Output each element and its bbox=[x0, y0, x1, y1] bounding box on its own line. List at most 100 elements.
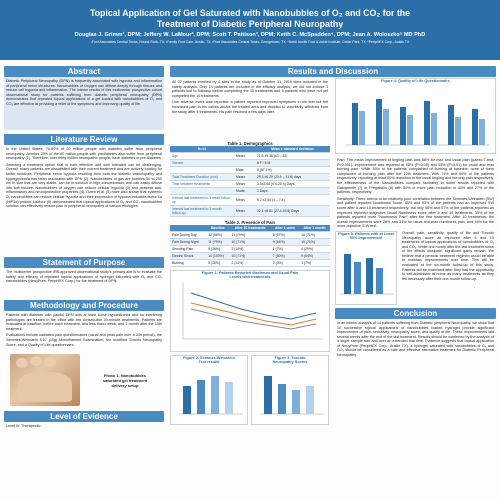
figure1: Figure 1: Patients Reported Maximum and … bbox=[170, 270, 330, 352]
photo-caption-line: delivery setup bbox=[111, 382, 139, 388]
bar bbox=[183, 386, 191, 414]
table-row: Mode: 2 Days bbox=[170, 187, 330, 195]
table-cell: 0 (0%) bbox=[270, 259, 300, 267]
table-cell: Mean: bbox=[234, 173, 255, 181]
authors: Douglas J. Grimm¹, DPM; Jeffery W. LaMou… bbox=[74, 32, 426, 38]
bar bbox=[383, 109, 389, 145]
bar bbox=[292, 390, 300, 414]
title-line-1: Topical Application of Gel Saturated wit… bbox=[89, 8, 411, 18]
pain-presence-table: Baseline After 10 treatments After 1 week A… bbox=[170, 225, 330, 267]
table-header-cell: After 10 treatments bbox=[229, 225, 271, 232]
figure5-title-line: 50% Improvement bbox=[349, 235, 383, 240]
table-cell: 8 (57%) bbox=[270, 231, 300, 239]
figure3-title-line: Neuropathy Scores bbox=[272, 360, 308, 364]
table-header-cell: N=14 bbox=[170, 146, 234, 153]
table-cell: 11 (79%) bbox=[206, 238, 230, 246]
photo-row: Photo 1. Nanobubbles saturated gel treat… bbox=[4, 349, 164, 411]
bar bbox=[278, 384, 286, 414]
table-cell: Gender bbox=[170, 159, 234, 167]
series-line-usual-pain bbox=[190, 302, 317, 326]
purpose-paragraph: The multicenter prospective IRB-approved… bbox=[6, 270, 162, 284]
figure3-chart bbox=[260, 376, 324, 415]
figure1-title: Figure 1: Patients Reported Maximum and … bbox=[171, 271, 329, 279]
bar bbox=[344, 253, 351, 294]
table-row: Burning 5 (36%) 2 (14%) 0 (0%) 1 (7%) bbox=[170, 259, 330, 267]
table-cell: 10 (71%) bbox=[229, 252, 271, 260]
table-cell: 5 (36%) bbox=[206, 259, 230, 267]
bar bbox=[354, 261, 361, 294]
table-cell: Age bbox=[170, 152, 234, 160]
results-paragraph-2: One adverse event was reported: a patien… bbox=[172, 100, 328, 114]
results-paragraph-1: All 22 patients enrolled by 4 sites in t… bbox=[172, 80, 328, 98]
bar bbox=[455, 117, 461, 145]
overall-text: Overall, pain, sensitivity, quality of l… bbox=[402, 230, 494, 281]
table-cell: Electric Shock bbox=[170, 252, 207, 260]
table-cell bbox=[170, 187, 234, 195]
bar bbox=[359, 111, 365, 145]
table-cell: 10 (71%) bbox=[229, 238, 271, 246]
photo-detail bbox=[44, 357, 56, 368]
methodology-paragraph-1: Patients with diabetes with painful DPN … bbox=[6, 313, 162, 331]
methodology-text: Patients with diabetes with painful DPN … bbox=[4, 311, 164, 347]
table-cell: 5 (36%) bbox=[206, 245, 230, 253]
table-cell: Mean: bbox=[234, 205, 255, 217]
figure4-title: Figure 4. Quality of Life Questionnaire bbox=[381, 79, 450, 83]
bar bbox=[424, 101, 430, 145]
figure5-title: Figure 5. Patients with at Least 50% Imp… bbox=[336, 232, 396, 240]
photo-caption-line: saturated gel treatment bbox=[102, 377, 148, 383]
affiliations: ¹Foot Associates Central Texas, Round Ro… bbox=[90, 40, 410, 44]
figure2: Figure 2. Semmes-Weinstein Test results bbox=[170, 355, 248, 425]
bar bbox=[197, 380, 205, 414]
table-row: Total Treatment Duration (min) Mean: 29.3 … bbox=[170, 173, 330, 181]
table-cell: Pain During Night bbox=[170, 238, 207, 246]
series-line-max-pain bbox=[190, 292, 317, 320]
conclusion-text: In an interim analysis of 14 patients su… bbox=[337, 320, 494, 358]
photo-caption: Photo 1. Nanobubbles saturated gel treat… bbox=[86, 373, 164, 388]
figure5-title-line: Figure 5. Patients with at Least bbox=[338, 231, 394, 236]
table-cell: 1 (7%) bbox=[270, 245, 300, 253]
figure4: Figure 4. Quality of Life Questionnaire bbox=[335, 78, 496, 154]
table-cell: 10 (71%) bbox=[299, 231, 330, 239]
bar bbox=[225, 382, 233, 414]
poster-title: Topical Application of Gel Saturated wit… bbox=[0, 8, 500, 29]
figure2-title-line: Figure 2. Semmes-Weinstein bbox=[183, 356, 235, 360]
abstract-heading: Abstract bbox=[4, 66, 164, 77]
figure1-title-line: Figure 1: Patients Reported Maximum and … bbox=[201, 271, 299, 275]
literature-paragraph-1: In the United States, 70-80% of 20 milli… bbox=[6, 147, 162, 161]
column-middle: All 22 patients enrolled by 4 sites in t… bbox=[170, 78, 330, 425]
methodology-heading: Methodology and Procedure bbox=[4, 300, 164, 311]
results-heading: Results and Discussion bbox=[170, 66, 496, 77]
table-cell: Shooting Pain bbox=[170, 245, 207, 253]
table-header-cell bbox=[170, 225, 207, 232]
bar bbox=[264, 376, 272, 414]
pain-paragraph: Pain: The mean improvement of tingling p… bbox=[337, 158, 494, 195]
bar bbox=[472, 109, 478, 145]
figure2-title: Figure 2. Semmes-Weinstein Test results bbox=[171, 356, 247, 364]
table-cell: 9 (64%) bbox=[299, 252, 330, 260]
bar bbox=[366, 257, 373, 294]
table-cell: Interval last treatment to 1 week follow… bbox=[170, 194, 234, 206]
table-cell: 7 (50%) bbox=[270, 252, 300, 260]
table-cell: 10 (71%) bbox=[299, 238, 330, 246]
table-row: Pain During Day 12 (86%) 11 (79%) 8 (57%) 10… bbox=[170, 231, 330, 239]
bar bbox=[306, 386, 314, 414]
figure5-chart bbox=[340, 253, 394, 295]
literature-paragraph-2: Selecting a treatment option that is bot… bbox=[6, 162, 162, 209]
table-header-cell: After 1 month bbox=[299, 225, 330, 232]
table-header-cell: After 1 week bbox=[270, 225, 300, 232]
figure2-title-line: Test results bbox=[198, 360, 220, 364]
figure3-title: Figure 3. Toronto Neuropathy Scores bbox=[252, 356, 328, 364]
table-row: Interval last treatment to 1 month follo… bbox=[170, 205, 330, 217]
table-cell: 2 (14%) bbox=[229, 245, 271, 253]
photo-caption-line: Photo 1. Nanobubbles bbox=[103, 372, 147, 378]
table1-title: Table 1. Demographics bbox=[227, 141, 273, 146]
table-body: Age Mean: 71.8 ±5.36 (63 – 82) Gender 6 F / … bbox=[170, 152, 330, 217]
table-cell bbox=[170, 166, 234, 174]
table-row: Interval last treatment to 1 week follow… bbox=[170, 194, 330, 206]
title-line-2: Treatment of Diabetic Peripheral Neuropa… bbox=[156, 18, 344, 29]
figure-row: Figure 2. Semmes-Weinstein Test results … bbox=[170, 355, 330, 425]
purpose-text: The multicenter prospective IRB-approved… bbox=[4, 268, 164, 298]
table-row: Time between treatments Mean: 3.3±2.64 (0.… bbox=[170, 180, 330, 188]
table-cell: Mean: bbox=[234, 152, 255, 160]
